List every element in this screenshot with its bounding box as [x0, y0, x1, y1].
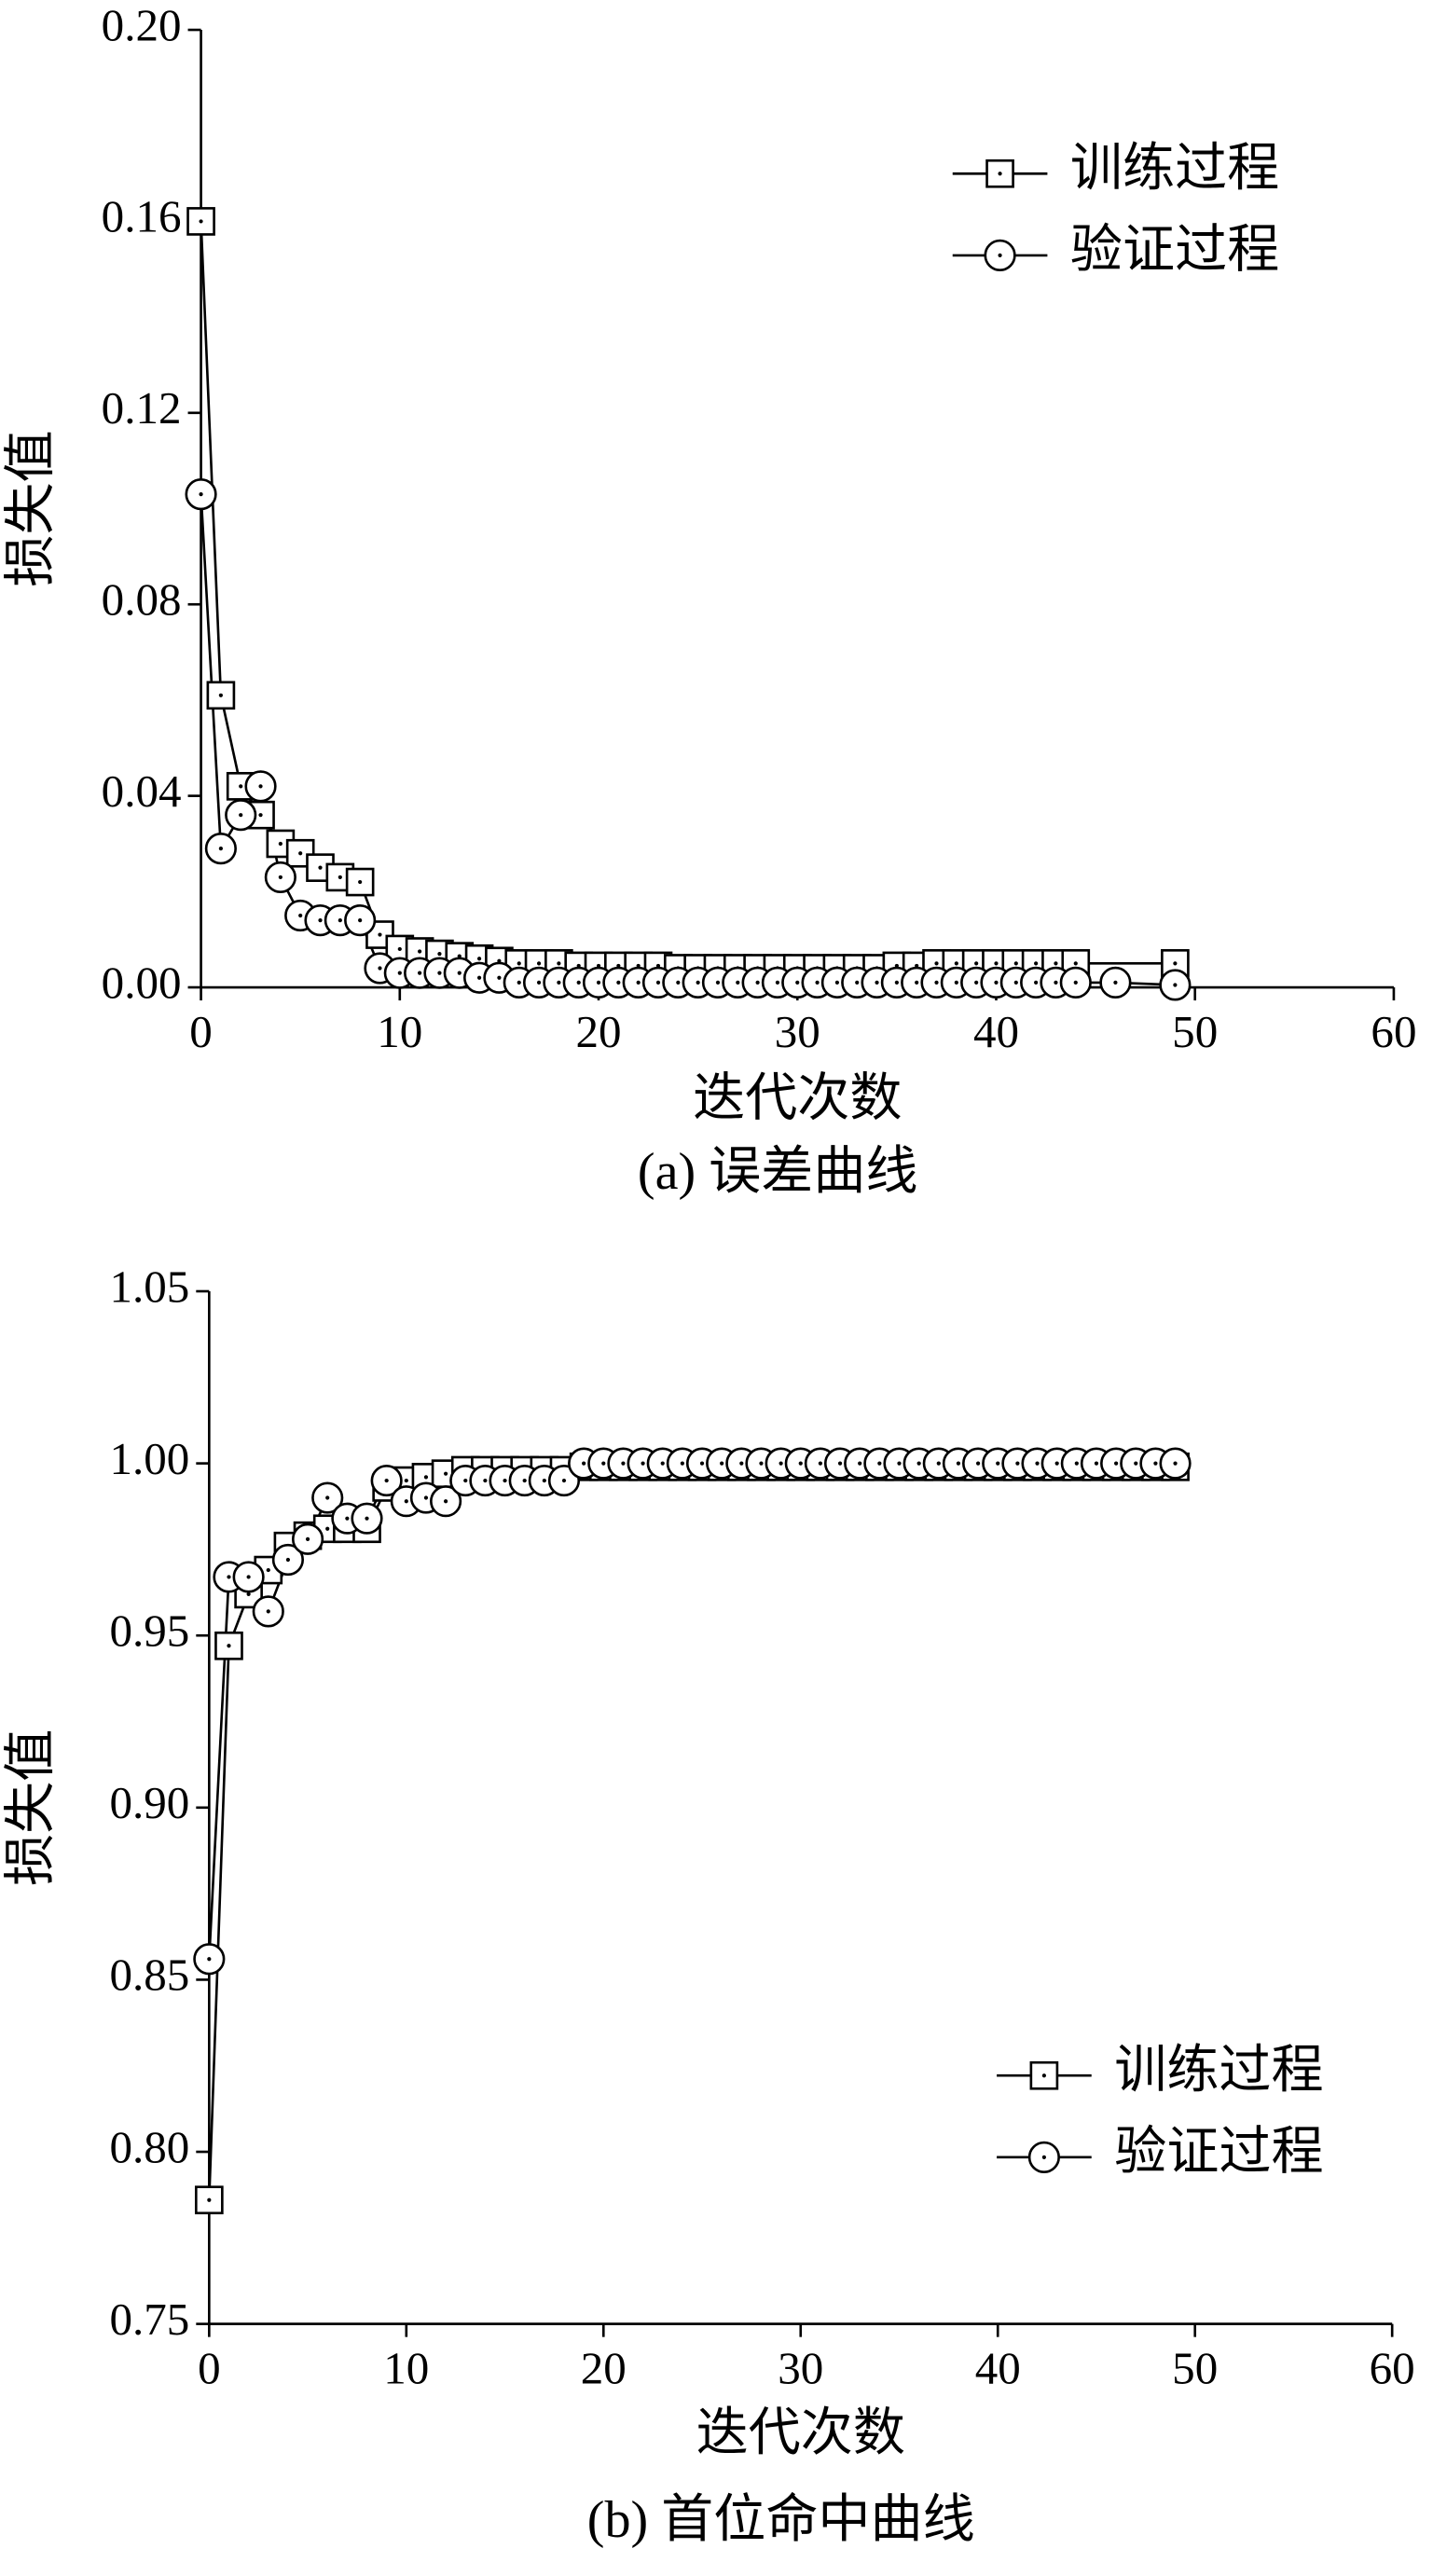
- marker: [311, 1481, 344, 1514]
- legend-label: 训练过程: [1114, 2042, 1323, 2100]
- y-tick-label: 0.90: [109, 1777, 189, 1828]
- y-tick-label: 0.04: [102, 765, 182, 817]
- marker: [1029, 2060, 1059, 2090]
- marker: [984, 239, 1016, 271]
- y-tick-label: 0.00: [102, 957, 182, 1008]
- marker: [1059, 966, 1092, 999]
- series-line: [200, 221, 1176, 970]
- y-tick-label: 0.80: [109, 2121, 189, 2172]
- y-axis-label: 损失值: [2, 430, 60, 586]
- y-tick-label: 0.12: [102, 382, 182, 434]
- x-tick-label: 10: [377, 1006, 422, 1057]
- caption: (b) 首位命中曲线: [587, 2491, 975, 2549]
- marker: [351, 1502, 383, 1535]
- marker: [244, 770, 277, 803]
- marker: [264, 861, 296, 894]
- x-tick-label: 60: [1371, 1006, 1416, 1057]
- y-tick-label: 0.08: [102, 573, 182, 625]
- caption: (a) 误差曲线: [638, 1143, 918, 1201]
- x-axis-label: 迭代次数: [693, 1069, 902, 1127]
- x-tick-label: 0: [198, 2342, 221, 2393]
- y-tick-label: 0.16: [102, 191, 182, 242]
- marker: [271, 1543, 305, 1577]
- y-tick-label: 0.95: [109, 1605, 189, 1656]
- y-axis-label: 损失值: [2, 1729, 60, 1886]
- marker: [232, 1561, 265, 1593]
- x-tick-label: 40: [975, 2342, 1021, 2393]
- marker: [214, 1631, 243, 1660]
- marker: [345, 867, 375, 897]
- marker: [430, 1485, 462, 1518]
- marker: [1159, 969, 1192, 1001]
- legend-label: 验证过程: [1070, 222, 1279, 280]
- x-axis-label: 迭代次数: [696, 2404, 905, 2462]
- x-tick-label: 10: [383, 2342, 429, 2393]
- marker: [204, 833, 237, 865]
- marker: [194, 2185, 224, 2215]
- marker: [1027, 2141, 1060, 2173]
- marker: [252, 1595, 284, 1628]
- x-tick-label: 60: [1370, 2342, 1415, 2393]
- x-tick-label: 20: [581, 2342, 627, 2393]
- marker: [1099, 966, 1132, 999]
- marker: [985, 158, 1014, 188]
- marker: [370, 1464, 403, 1497]
- marker: [186, 207, 215, 236]
- x-tick-label: 50: [1172, 2342, 1218, 2393]
- marker: [225, 799, 257, 832]
- marker: [291, 1522, 324, 1555]
- y-tick-label: 0.75: [109, 2294, 189, 2345]
- x-tick-label: 50: [1172, 1006, 1218, 1057]
- x-tick-label: 40: [973, 1006, 1019, 1057]
- y-tick-label: 0.20: [102, 0, 182, 50]
- x-tick-label: 0: [189, 1006, 213, 1057]
- legend-label: 训练过程: [1070, 140, 1279, 198]
- marker: [206, 681, 236, 710]
- marker: [344, 904, 377, 937]
- legend-label: 验证过程: [1114, 2124, 1323, 2182]
- y-tick-label: 1.05: [109, 1260, 189, 1312]
- y-tick-label: 1.00: [109, 1433, 189, 1484]
- marker: [1159, 1447, 1192, 1480]
- marker: [185, 478, 217, 511]
- x-tick-label: 30: [778, 2342, 823, 2393]
- marker: [193, 1943, 226, 1976]
- x-tick-label: 20: [575, 1006, 621, 1057]
- y-tick-label: 0.85: [109, 1949, 189, 2001]
- x-tick-label: 30: [775, 1006, 820, 1057]
- series-line: [208, 1465, 1176, 2200]
